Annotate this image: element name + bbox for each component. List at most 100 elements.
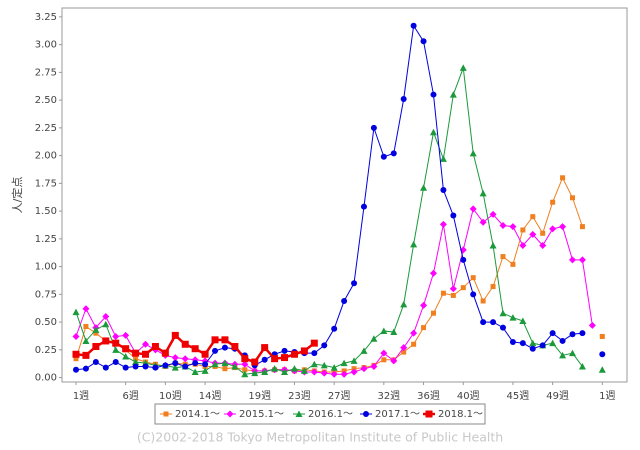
y-tick-label: 1.25: [35, 234, 57, 245]
marker: [192, 360, 199, 367]
marker: [212, 347, 219, 354]
marker: [320, 361, 328, 369]
marker: [489, 241, 497, 249]
marker: [181, 355, 189, 363]
x-tick-label: 45週: [507, 390, 530, 402]
marker: [469, 205, 477, 213]
x-tick-label: 14週: [199, 390, 222, 402]
marker: [231, 342, 239, 350]
marker: [310, 368, 318, 376]
y-tick-label: 3.25: [35, 12, 57, 23]
marker: [599, 351, 606, 358]
marker: [459, 246, 467, 254]
marker: [588, 321, 596, 329]
marker: [459, 64, 467, 71]
marker: [390, 150, 397, 157]
marker: [132, 358, 140, 366]
marker: [439, 155, 447, 162]
legend-label: 2017.1～: [375, 409, 420, 420]
marker: [112, 359, 119, 366]
marker: [112, 346, 120, 353]
marker: [420, 184, 428, 191]
x-tick-label: 36週: [417, 390, 440, 402]
marker: [261, 344, 269, 352]
marker: [340, 370, 348, 378]
marker: [310, 339, 318, 347]
marker: [122, 331, 130, 339]
marker: [578, 256, 586, 264]
marker: [400, 344, 408, 352]
marker: [72, 308, 80, 316]
marker: [578, 362, 586, 370]
marker: [539, 241, 547, 249]
marker: [579, 330, 586, 337]
x-tick-label: 40週: [457, 390, 480, 402]
marker: [82, 351, 90, 359]
marker: [549, 225, 557, 233]
marker: [579, 224, 585, 230]
marker: [500, 254, 506, 260]
legend-label: 2014.1～: [175, 409, 220, 420]
marker: [300, 347, 308, 355]
marker: [360, 203, 367, 210]
marker: [520, 227, 526, 233]
marker: [390, 328, 398, 336]
footer: (C)2002-2018 Tokyo Metropolitan Institut…: [137, 430, 503, 445]
x-tick-label: 1週: [599, 390, 615, 402]
marker: [73, 356, 79, 362]
marker: [271, 355, 279, 363]
marker: [469, 149, 477, 157]
marker: [401, 349, 407, 355]
marker: [559, 351, 567, 359]
marker: [569, 256, 576, 264]
marker: [142, 350, 150, 358]
marker: [410, 329, 418, 337]
marker: [82, 305, 90, 313]
plot-area: [61, 7, 628, 383]
marker: [509, 223, 517, 231]
marker: [241, 370, 249, 378]
marker: [300, 367, 308, 374]
marker: [499, 324, 506, 331]
marker: [191, 368, 199, 376]
marker: [281, 368, 289, 376]
marker: [490, 284, 496, 290]
marker: [460, 285, 466, 291]
marker: [122, 364, 129, 371]
marker: [380, 153, 387, 160]
y-tick-label: 1.00: [35, 262, 57, 273]
marker: [549, 330, 556, 337]
marker: [509, 339, 516, 346]
marker: [470, 291, 477, 298]
marker: [202, 361, 209, 368]
marker: [221, 344, 228, 351]
marker: [420, 301, 428, 309]
marker: [320, 369, 328, 377]
legend-label: 2016.1～: [308, 409, 353, 420]
marker: [142, 340, 150, 348]
marker: [290, 350, 298, 358]
marker: [380, 327, 388, 334]
marker: [429, 128, 437, 136]
marker: [360, 347, 368, 354]
marker: [390, 357, 398, 365]
marker: [490, 319, 497, 326]
marker: [559, 223, 567, 231]
marker: [281, 347, 288, 354]
marker: [221, 336, 229, 344]
y-tick-label: 1.75: [35, 178, 57, 189]
marker: [519, 241, 527, 249]
marker: [102, 313, 110, 321]
marker: [132, 349, 140, 357]
marker: [295, 410, 303, 417]
marker: [226, 410, 234, 418]
marker: [93, 330, 99, 336]
marker: [360, 365, 368, 373]
marker: [410, 240, 418, 248]
marker: [241, 360, 249, 368]
legend-label: 2015.1～: [239, 409, 284, 420]
marker: [330, 370, 338, 378]
marker: [72, 350, 80, 358]
marker: [449, 91, 457, 98]
marker: [311, 350, 318, 357]
